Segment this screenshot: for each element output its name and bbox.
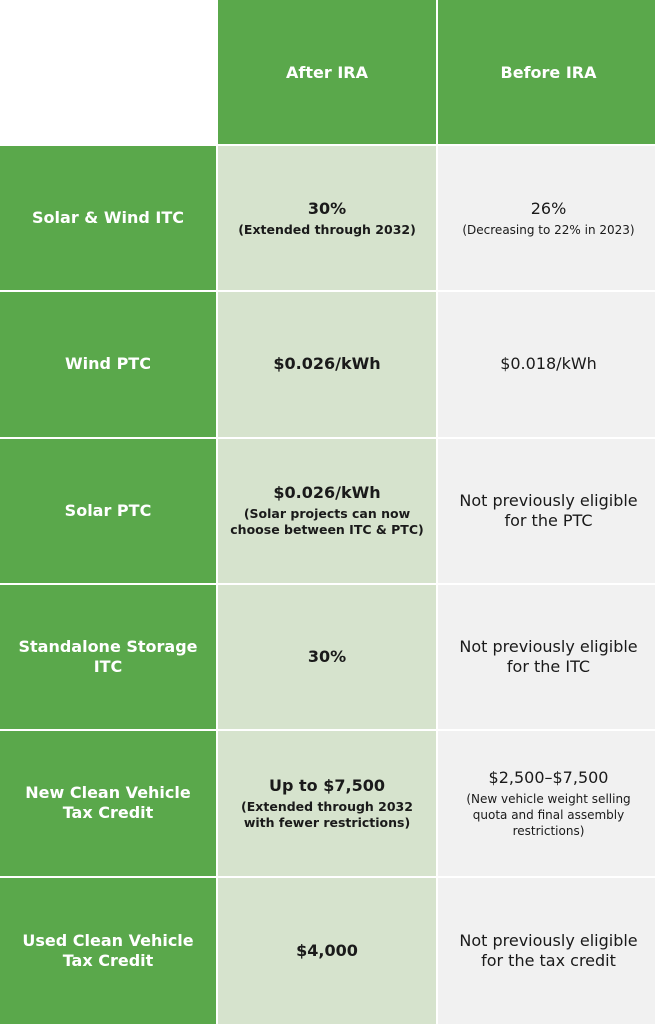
cell-note: (Extended through 2032 with fewer restri… <box>241 798 413 830</box>
before-ira-cell: $0.018/kWh <box>438 292 655 439</box>
column-header-before-ira: Before IRA <box>438 0 655 146</box>
header-label: Before IRA <box>500 62 597 82</box>
column-header-after-ira: After IRA <box>218 0 436 146</box>
row-label: Standalone Storage ITC <box>18 637 198 677</box>
cell-note: (New vehicle weight selling quota and fi… <box>466 791 631 838</box>
after-ira-cell: $4,000 <box>218 877 436 1024</box>
after-ira-cell: $0.026/kWh (Solar projects can now choos… <box>218 438 436 585</box>
cell-value: 26% <box>530 198 567 218</box>
after-ira-cell: $0.026/kWh <box>218 292 436 439</box>
after-ira-cell: Up to $7,500 (Extended through 2032 with… <box>218 731 436 878</box>
after-ira-cell: 30% <box>218 584 436 732</box>
cell-value: Up to $7,500 <box>269 775 385 795</box>
cell-value: $0.026/kWh <box>273 354 381 374</box>
row-label: Solar PTC <box>64 500 152 520</box>
cell-value: Not previously eligible for the tax cred… <box>459 930 638 970</box>
cell-note: (Extended through 2032) <box>238 221 416 237</box>
before-ira-cell: Not previously eligible for the tax cred… <box>438 877 655 1024</box>
row-header-standalone-storage-itc: Standalone Storage ITC <box>0 584 216 732</box>
cell-value: Not previously eligible for the ITC <box>459 637 638 677</box>
row-header-solar-ptc: Solar PTC <box>0 438 216 585</box>
before-ira-cell: $2,500–$7,500 (New vehicle weight sellin… <box>438 731 655 878</box>
cell-value: $2,500–$7,500 <box>488 767 609 787</box>
row-header-used-clean-vehicle-tax-credit: Used Clean Vehicle Tax Credit <box>0 877 216 1024</box>
header-label: After IRA <box>286 62 368 82</box>
row-label: New Clean Vehicle Tax Credit <box>25 783 191 823</box>
before-ira-cell: Not previously eligible for the ITC <box>438 584 655 732</box>
row-label: Used Clean Vehicle Tax Credit <box>22 930 194 970</box>
before-ira-cell: 26% (Decreasing to 22% in 2023) <box>438 146 655 293</box>
cell-value: 30% <box>307 198 347 218</box>
cell-value: Not previously eligible for the PTC <box>459 490 638 530</box>
cell-note: (Solar projects can now choose between I… <box>230 506 424 538</box>
cell-note: (Decreasing to 22% in 2023) <box>462 222 635 237</box>
row-label: Wind PTC <box>65 354 151 374</box>
cell-value: $0.018/kWh <box>500 354 597 374</box>
cell-value: $4,000 <box>296 940 358 960</box>
row-header-solar-wind-itc: Solar & Wind ITC <box>0 146 216 293</box>
corner-cell <box>0 0 216 146</box>
before-ira-cell: Not previously eligible for the PTC <box>438 438 655 585</box>
cell-value: 30% <box>307 647 347 667</box>
after-ira-cell: 30% (Extended through 2032) <box>218 146 436 293</box>
cell-value: $0.026/kWh <box>273 483 381 503</box>
row-header-new-clean-vehicle-tax-credit: New Clean Vehicle Tax Credit <box>0 731 216 878</box>
row-header-wind-ptc: Wind PTC <box>0 292 216 439</box>
row-label: Solar & Wind ITC <box>32 208 184 228</box>
